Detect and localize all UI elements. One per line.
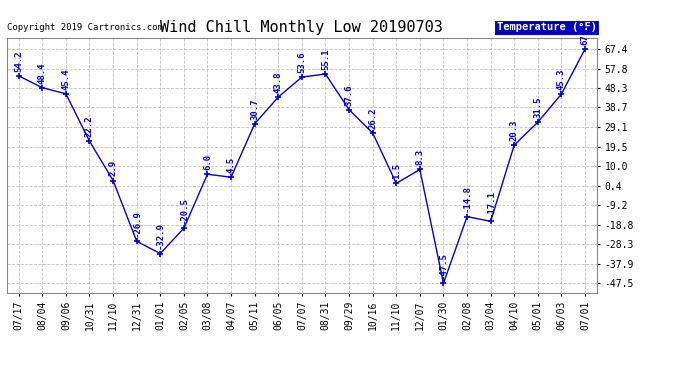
Text: 6.0: 6.0 — [203, 154, 212, 170]
Title: Wind Chill Monthly Low 20190703: Wind Chill Monthly Low 20190703 — [161, 20, 443, 35]
Text: 8.3: 8.3 — [415, 149, 424, 165]
Text: 4.5: 4.5 — [226, 157, 235, 173]
Text: 31.5: 31.5 — [533, 96, 542, 118]
Text: 2.9: 2.9 — [108, 160, 117, 176]
Text: -17.1: -17.1 — [486, 190, 495, 217]
Text: 54.2: 54.2 — [14, 50, 23, 72]
Text: Copyright 2019 Cartronics.com: Copyright 2019 Cartronics.com — [7, 23, 163, 32]
Text: 20.3: 20.3 — [510, 119, 519, 141]
Text: 45.3: 45.3 — [557, 68, 566, 90]
Text: 67.4: 67.4 — [580, 23, 589, 45]
Text: -14.8: -14.8 — [462, 186, 471, 213]
Text: 43.8: 43.8 — [274, 71, 283, 93]
Text: 37.6: 37.6 — [344, 84, 353, 105]
Text: 45.4: 45.4 — [61, 68, 70, 90]
Text: 1.5: 1.5 — [392, 163, 401, 179]
Text: 55.1: 55.1 — [321, 48, 330, 70]
Text: -26.9: -26.9 — [132, 210, 141, 237]
Text: 22.2: 22.2 — [85, 116, 94, 137]
Text: Temperature (°F): Temperature (°F) — [497, 22, 597, 32]
Text: 48.4: 48.4 — [38, 62, 47, 84]
Text: 53.6: 53.6 — [297, 51, 306, 73]
Text: 30.7: 30.7 — [250, 98, 259, 120]
Text: 26.2: 26.2 — [368, 107, 377, 129]
Text: -20.5: -20.5 — [179, 197, 188, 224]
Text: -32.9: -32.9 — [156, 222, 165, 249]
Text: -47.5: -47.5 — [439, 252, 448, 279]
